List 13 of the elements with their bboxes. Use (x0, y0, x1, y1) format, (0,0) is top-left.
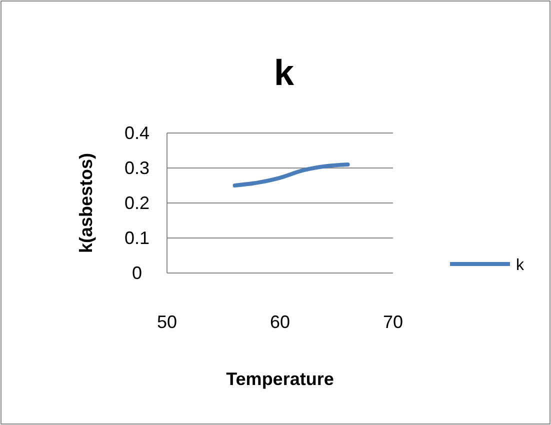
chart-title: k (274, 52, 295, 93)
x-tick-label: 60 (270, 312, 290, 332)
line-series (232, 162, 350, 188)
x-tick-label: 50 (156, 312, 178, 332)
y-axis-title: k(asbestos) (76, 152, 96, 254)
y-tick-label: 0.4 (124, 123, 150, 143)
y-tick-label: 0.2 (124, 193, 150, 213)
y-tick-label: 0.1 (124, 228, 150, 248)
x-tick-label: 70 (382, 312, 404, 332)
y-tick-label: 0.3 (124, 158, 150, 178)
x-axis-title: Temperature (226, 369, 334, 389)
y-tick-label: 0 (132, 263, 142, 283)
legend-label: k (516, 257, 525, 274)
